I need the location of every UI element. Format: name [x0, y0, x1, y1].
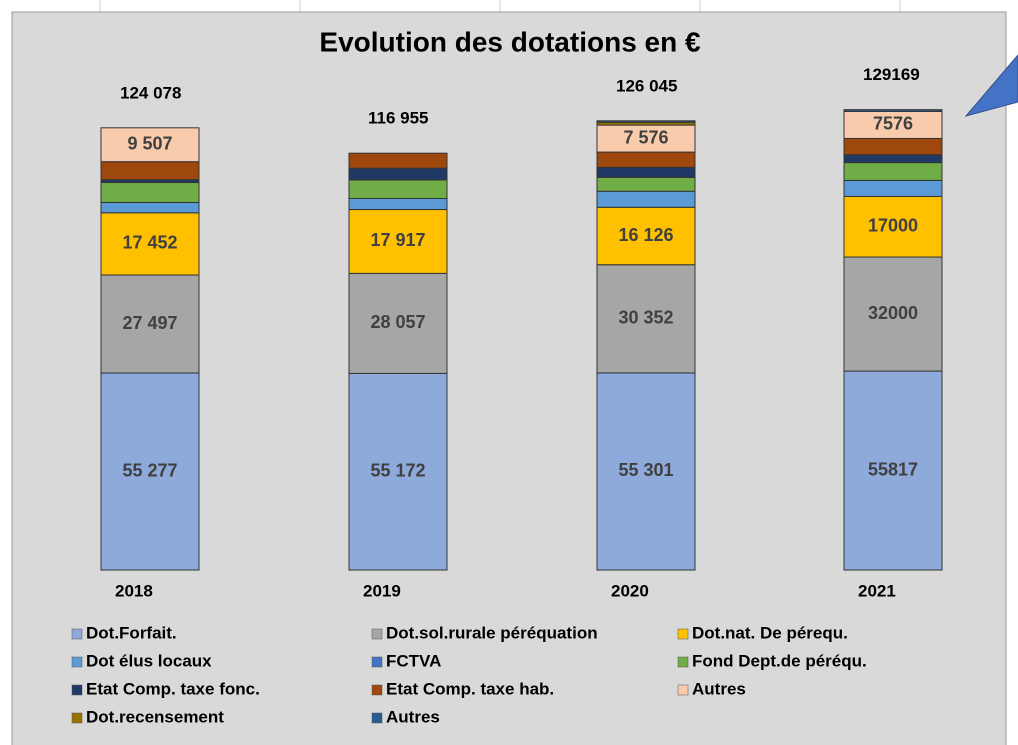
data-label: 9 507: [127, 134, 172, 154]
chart-title: Evolution des dotations en €: [319, 26, 701, 57]
bar-segment: [843, 370, 943, 571]
legend-swatch: [371, 628, 383, 640]
bar-segment: [100, 212, 200, 276]
legend-swatch: [71, 656, 83, 668]
data-label: 16 126: [618, 225, 673, 245]
bar-segment: [843, 256, 943, 372]
x-tick-label: 2020: [611, 581, 649, 600]
bar-segment: [843, 109, 943, 112]
bar-segment: [348, 209, 448, 274]
total-label: 129169: [863, 65, 920, 84]
legend-swatch: [71, 684, 83, 696]
bar-segment: [348, 272, 448, 374]
bar-segment: [348, 179, 448, 199]
bar-segment: [596, 372, 696, 571]
legend-label: Dot.Forfait.: [86, 623, 177, 642]
bar-segment: [596, 206, 696, 266]
legend-swatch: [371, 656, 383, 668]
data-label: 27 497: [122, 313, 177, 333]
bar-segment: [596, 120, 696, 123]
x-tick-label: 2019: [363, 581, 401, 600]
bar-segment: [100, 274, 200, 374]
callout: [964, 54, 1018, 117]
legend-label: Fond Dept.de péréqu.: [692, 651, 867, 670]
bar-segment: [348, 152, 448, 169]
data-label: 7 576: [623, 127, 668, 147]
data-label: 17000: [868, 215, 918, 235]
x-tick-label: 2018: [115, 581, 153, 600]
data-label: 55 172: [370, 460, 425, 480]
bar-segment: [843, 162, 943, 181]
legend-label: Etat Comp. taxe hab.: [386, 679, 554, 698]
legend-label: Dot élus locaux: [86, 651, 212, 670]
legend-swatch: [71, 628, 83, 640]
legend-swatch: [371, 712, 383, 724]
bar-segment: [596, 151, 696, 168]
legend-label: Etat Comp. taxe fonc.: [86, 679, 260, 698]
data-label: 55 277: [122, 460, 177, 480]
bar-segment: [843, 137, 943, 156]
bar-segment: [843, 195, 943, 258]
bar-segment: [596, 166, 696, 178]
bar-segment: [843, 179, 943, 197]
bar-segment: [348, 197, 448, 211]
data-label: 55817: [868, 459, 918, 479]
legend-label: Autres: [386, 707, 440, 726]
legend-label: FCTVA: [386, 651, 441, 670]
data-label: 7576: [873, 114, 913, 134]
bar-segment: [843, 110, 943, 139]
legend-swatch: [371, 684, 383, 696]
legend-swatch: [677, 684, 689, 696]
data-label: 55 301: [618, 460, 673, 480]
data-label: 30 352: [618, 308, 673, 328]
bar-segment: [100, 372, 200, 571]
bar-segment: [100, 182, 200, 203]
data-label: 28 057: [370, 312, 425, 332]
legend-swatch: [677, 628, 689, 640]
x-tick-label: 2021: [858, 581, 896, 600]
total-label: 126 045: [616, 76, 677, 95]
data-label: 17 917: [370, 230, 425, 250]
bar-segment: [596, 190, 696, 208]
bar-segment: [100, 127, 200, 163]
legend-label: Dot.recensement: [86, 707, 224, 726]
legend-label: Dot.sol.rurale péréquation: [386, 623, 598, 642]
total-label: 116 955: [368, 109, 429, 128]
bar-segment: [596, 264, 696, 374]
bar-segment: [348, 167, 448, 181]
total-label: 124 078: [120, 83, 181, 102]
legend-label: Dot.nat. De pérequ.: [692, 623, 848, 642]
legend-label: Autres: [692, 679, 746, 698]
bar-segment: [100, 161, 200, 181]
legend-swatch: [71, 712, 83, 724]
bar-segment: [843, 154, 943, 164]
bar-segment: [348, 372, 448, 571]
bar-segment: [100, 201, 200, 214]
bar-segment: [596, 124, 696, 153]
legend-swatch: [677, 656, 689, 668]
bar-segment: [596, 176, 696, 192]
data-label: 32000: [868, 303, 918, 323]
data-label: 17 452: [122, 233, 177, 253]
